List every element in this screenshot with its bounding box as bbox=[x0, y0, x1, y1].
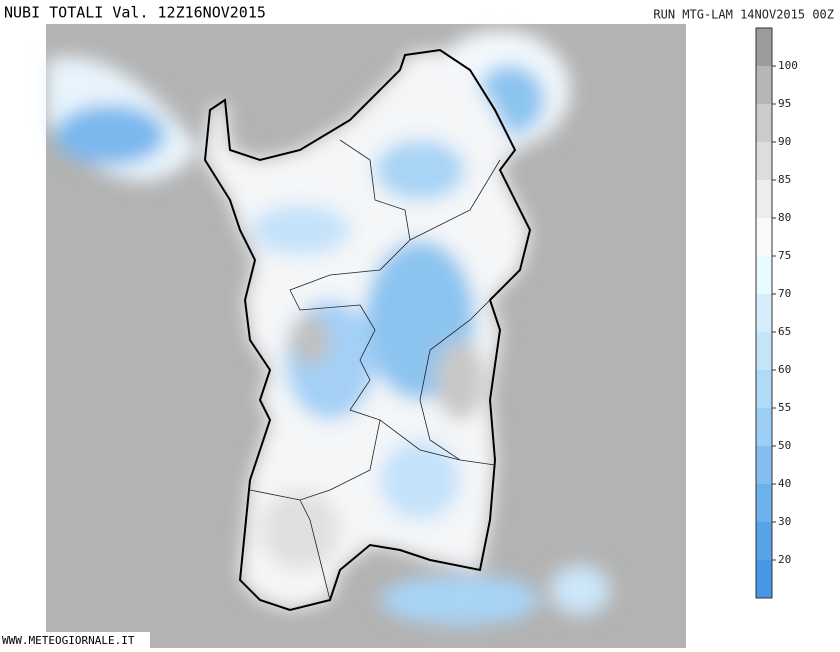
colorbar-label: 70 bbox=[778, 287, 791, 300]
run-label: RUN MTG-LAM 14NOV2015 00Z bbox=[653, 8, 834, 22]
colorbar-swatch bbox=[756, 560, 772, 598]
colorbar-swatch bbox=[756, 294, 772, 332]
colorbar-label: 40 bbox=[778, 477, 791, 490]
footer-box bbox=[0, 632, 150, 648]
map bbox=[46, 24, 686, 648]
colorbar-label: 65 bbox=[778, 325, 791, 338]
colorbar-swatch bbox=[756, 370, 772, 408]
colorbar-label: 100 bbox=[778, 59, 798, 72]
cloud-field bbox=[46, 30, 610, 625]
map-title: NUBI TOTALI Val. 12Z16NOV2015 bbox=[4, 4, 266, 22]
colorbar-swatch bbox=[756, 66, 772, 104]
colorbar-label: 80 bbox=[778, 211, 791, 224]
footer-source: WWW.METEOGIORNALE.IT bbox=[2, 634, 135, 647]
colorbar-label: 50 bbox=[778, 439, 791, 452]
colorbar-swatch bbox=[756, 408, 772, 446]
province-borders bbox=[249, 139, 501, 601]
colorbar-label: 90 bbox=[778, 135, 791, 148]
colorbar-swatch bbox=[756, 332, 772, 370]
colorbar-swatch bbox=[756, 446, 772, 484]
colorbar-label: 85 bbox=[778, 173, 791, 186]
colorbar-swatch bbox=[756, 28, 772, 66]
colorbar-label: 60 bbox=[778, 363, 791, 376]
colorbar-label: 20 bbox=[778, 553, 791, 566]
colorbar-swatch bbox=[756, 180, 772, 218]
colorbar-label: 75 bbox=[778, 249, 791, 262]
colorbar-swatch bbox=[756, 484, 772, 522]
colorbar-label: 95 bbox=[778, 97, 791, 110]
colorbar-swatch bbox=[756, 142, 772, 180]
colorbar-swatch bbox=[756, 218, 772, 256]
colorbar-swatch bbox=[756, 256, 772, 294]
colorbar-frame bbox=[755, 27, 773, 599]
coastline bbox=[203, 48, 532, 612]
colorbar-swatch bbox=[756, 104, 772, 142]
colorbar: 100 95 90 85 80 75 70 65 60 55 50 40 30 20 bbox=[755, 27, 798, 599]
colorbar-label: 55 bbox=[778, 401, 791, 414]
colorbar-swatch bbox=[756, 522, 772, 560]
colorbar-label: 30 bbox=[778, 515, 791, 528]
